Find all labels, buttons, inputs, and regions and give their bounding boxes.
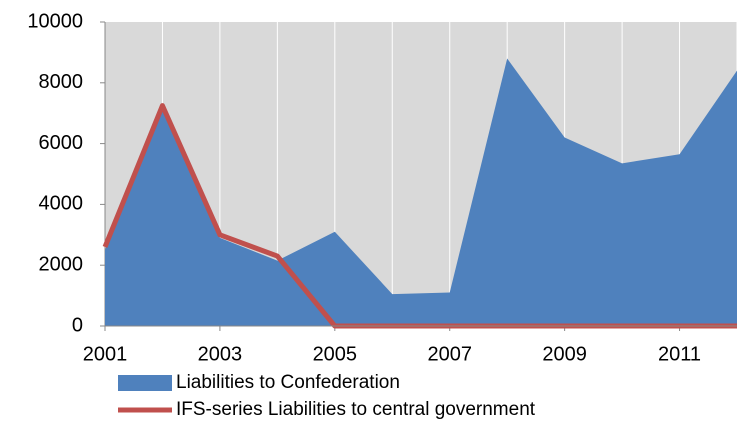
- legend-swatch: [118, 375, 172, 391]
- x-tick-label: 2009: [542, 343, 587, 365]
- y-tick-label: 2000: [39, 253, 84, 275]
- y-tick-label: 8000: [39, 71, 84, 93]
- y-tick-label: 0: [72, 314, 83, 336]
- y-tick-label: 10000: [27, 10, 83, 32]
- x-tick-label: 2003: [198, 343, 243, 365]
- x-tick-label: 2011: [658, 343, 701, 365]
- x-tick-label: 2005: [313, 343, 358, 365]
- y-tick-label: 4000: [39, 193, 84, 215]
- x-tick-label: 2001: [83, 343, 128, 365]
- legend-label: Liabilities to Confederation: [176, 372, 400, 393]
- x-tick-label: 2007: [427, 343, 472, 365]
- area: [105, 58, 737, 326]
- y-tick-label: 6000: [39, 132, 84, 154]
- legend-label: IFS-series Liabilities to central govern…: [176, 399, 536, 420]
